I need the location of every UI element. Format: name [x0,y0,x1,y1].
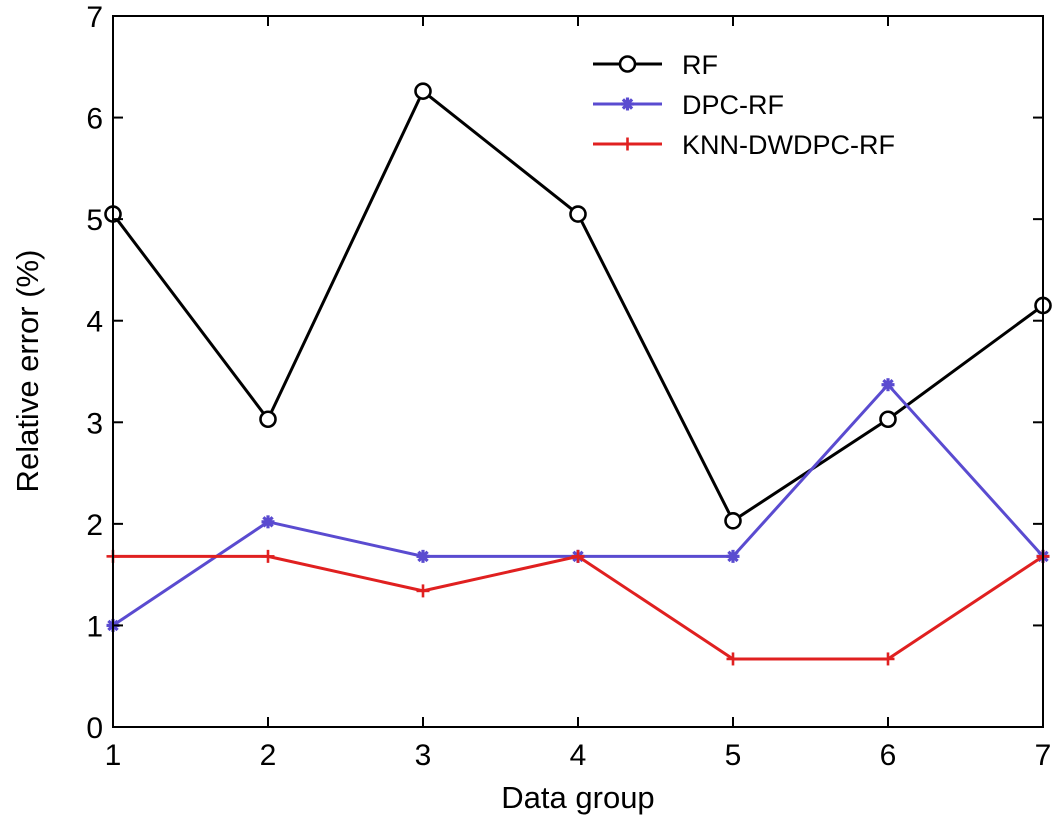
legend: RF DPC-RF KNN-DWDPC-RF [593,50,895,160]
legend-label: KNN-DWDPC-RF [682,130,895,160]
data-point-dpc-rf [261,515,275,529]
series-layer [104,82,1052,666]
series-line-knn-dwdpc-rf [113,554,1044,661]
data-point-knn-dwdpc-rf [726,652,740,666]
data-point-dpc-rf [416,549,430,563]
data-point-rf [259,410,277,429]
data-point-rf [414,82,432,100]
y-tick-label: 1 [86,610,103,643]
data-point-rf [879,410,897,429]
y-tick-label: 7 [86,1,103,34]
legend-marker [621,97,634,111]
plot-frame [112,15,1044,728]
legend-item-dpc-rf: DPC-RF [593,90,784,120]
data-point-knn-dwdpc-rf [261,549,275,563]
y-tick-label: 3 [86,407,103,440]
x-tick-label: 7 [1035,739,1052,772]
x-tick-label: 1 [105,739,122,772]
data-point-knn-dwdpc-rf [416,584,430,598]
legend-label: DPC-RF [682,90,784,120]
series-line-rf [111,89,1044,523]
y-tick-label: 4 [86,306,103,339]
legend-item-knn-dwdpc-rf: KNN-DWDPC-RF [593,130,895,160]
data-point-dpc-rf [726,549,740,563]
x-tick-label: 4 [570,739,587,772]
legend-marker [618,55,637,73]
y-tick-label: 5 [86,204,103,237]
x-tick-label: 5 [725,739,742,772]
data-point-rf [569,205,587,223]
x-tick-label: 6 [880,739,897,772]
series-dpc-rf [106,378,1050,632]
y-tick-label: 6 [86,103,103,136]
y-tick-label: 0 [86,712,103,745]
data-point-rf [724,512,742,530]
series-rf [104,82,1052,530]
y-tick-label: 2 [86,509,103,542]
legend-marker [621,137,634,151]
legend-label: RF [682,50,718,80]
x-tick-label: 3 [415,739,432,772]
x-tick-label: 2 [260,739,277,772]
x-axis-title: Data group [501,780,654,815]
series-knn-dwdpc-rf [106,549,1050,666]
data-point-knn-dwdpc-rf [571,549,585,563]
data-point-knn-dwdpc-rf [881,652,895,666]
y-axis-title: Relative error (%) [10,250,45,493]
legend-item-rf: RF [593,50,718,80]
data-point-dpc-rf [881,378,895,392]
series-line-dpc-rf [112,383,1045,627]
